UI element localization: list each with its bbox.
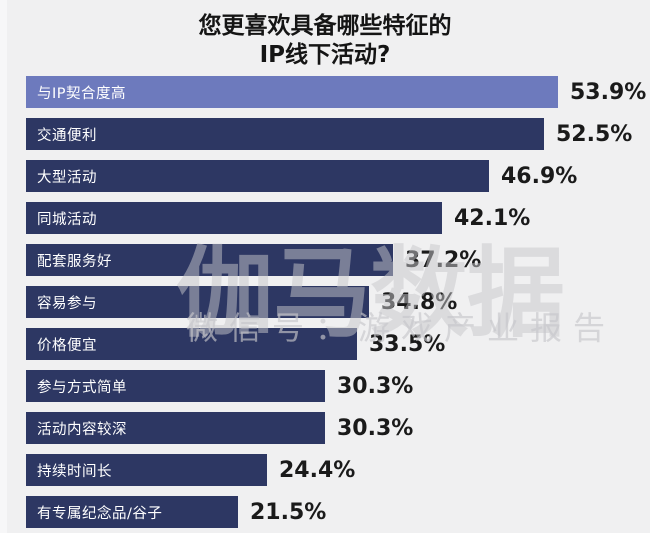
bar: 容易参与 xyxy=(26,286,369,318)
bar-row: 容易参与 34.8% xyxy=(26,286,646,318)
bar-value-label: 34.8% xyxy=(381,289,458,315)
bar-category-label: 配套服务好 xyxy=(37,253,112,270)
bar-value-label: 24.4% xyxy=(279,457,356,483)
bar-row: 有专属纪念品/谷子 21.5% xyxy=(26,496,646,528)
bar: 与IP契合度高 xyxy=(26,76,558,108)
bar-row: 同城活动 42.1% xyxy=(26,202,646,234)
bar-category-label: 同城活动 xyxy=(37,211,97,228)
bar-value-label: 52.5% xyxy=(556,121,633,147)
bar: 有专属纪念品/谷子 xyxy=(26,496,238,528)
bar-value-label: 30.3% xyxy=(337,373,414,399)
bar-row: 价格便宜 33.5% xyxy=(26,328,646,360)
bar-value-label: 46.9% xyxy=(501,163,578,189)
bar-row: 参与方式简单 30.3% xyxy=(26,370,646,402)
bar-row: 活动内容较深 30.3% xyxy=(26,412,646,444)
bar-rows: 与IP契合度高 53.9% 交通便利 52.5% 大型活动 46.9% 同城活动… xyxy=(26,76,646,533)
bar-row: 与IP契合度高 53.9% xyxy=(26,76,646,108)
chart-title-line2: IP线下活动? xyxy=(259,42,391,68)
bar-category-label: 参与方式简单 xyxy=(37,379,127,396)
bar-row: 持续时间长 24.4% xyxy=(26,454,646,486)
bar: 大型活动 xyxy=(26,160,489,192)
bar-row: 大型活动 46.9% xyxy=(26,160,646,192)
bar-value-label: 37.2% xyxy=(405,247,482,273)
bar-category-label: 交通便利 xyxy=(37,127,97,144)
bar-value-label: 30.3% xyxy=(337,415,414,441)
bar-value-label: 42.1% xyxy=(454,205,531,231)
bar-category-label: 大型活动 xyxy=(37,169,97,186)
bar: 活动内容较深 xyxy=(26,412,325,444)
bar: 交通便利 xyxy=(26,118,544,150)
bar-category-label: 有专属纪念品/谷子 xyxy=(37,505,163,522)
chart-title: 您更喜欢具备哪些特征的 IP线下活动? xyxy=(0,12,650,70)
bar-value-label: 53.9% xyxy=(570,79,647,105)
bar-value-label: 21.5% xyxy=(250,499,327,525)
bar-category-label: 与IP契合度高 xyxy=(37,85,127,102)
bar: 同城活动 xyxy=(26,202,442,234)
bar-category-label: 持续时间长 xyxy=(37,463,112,480)
bar: 配套服务好 xyxy=(26,244,393,276)
bar-category-label: 活动内容较深 xyxy=(37,421,127,438)
bar: 参与方式简单 xyxy=(26,370,325,402)
bar-row: 配套服务好 37.2% xyxy=(26,244,646,276)
chart-title-line1: 您更喜欢具备哪些特征的 xyxy=(198,13,452,39)
bar: 持续时间长 xyxy=(26,454,267,486)
bar: 价格便宜 xyxy=(26,328,357,360)
bar-row: 交通便利 52.5% xyxy=(26,118,646,150)
bar-value-label: 33.5% xyxy=(369,331,446,357)
bar-category-label: 价格便宜 xyxy=(37,337,97,354)
bar-category-label: 容易参与 xyxy=(37,295,97,312)
